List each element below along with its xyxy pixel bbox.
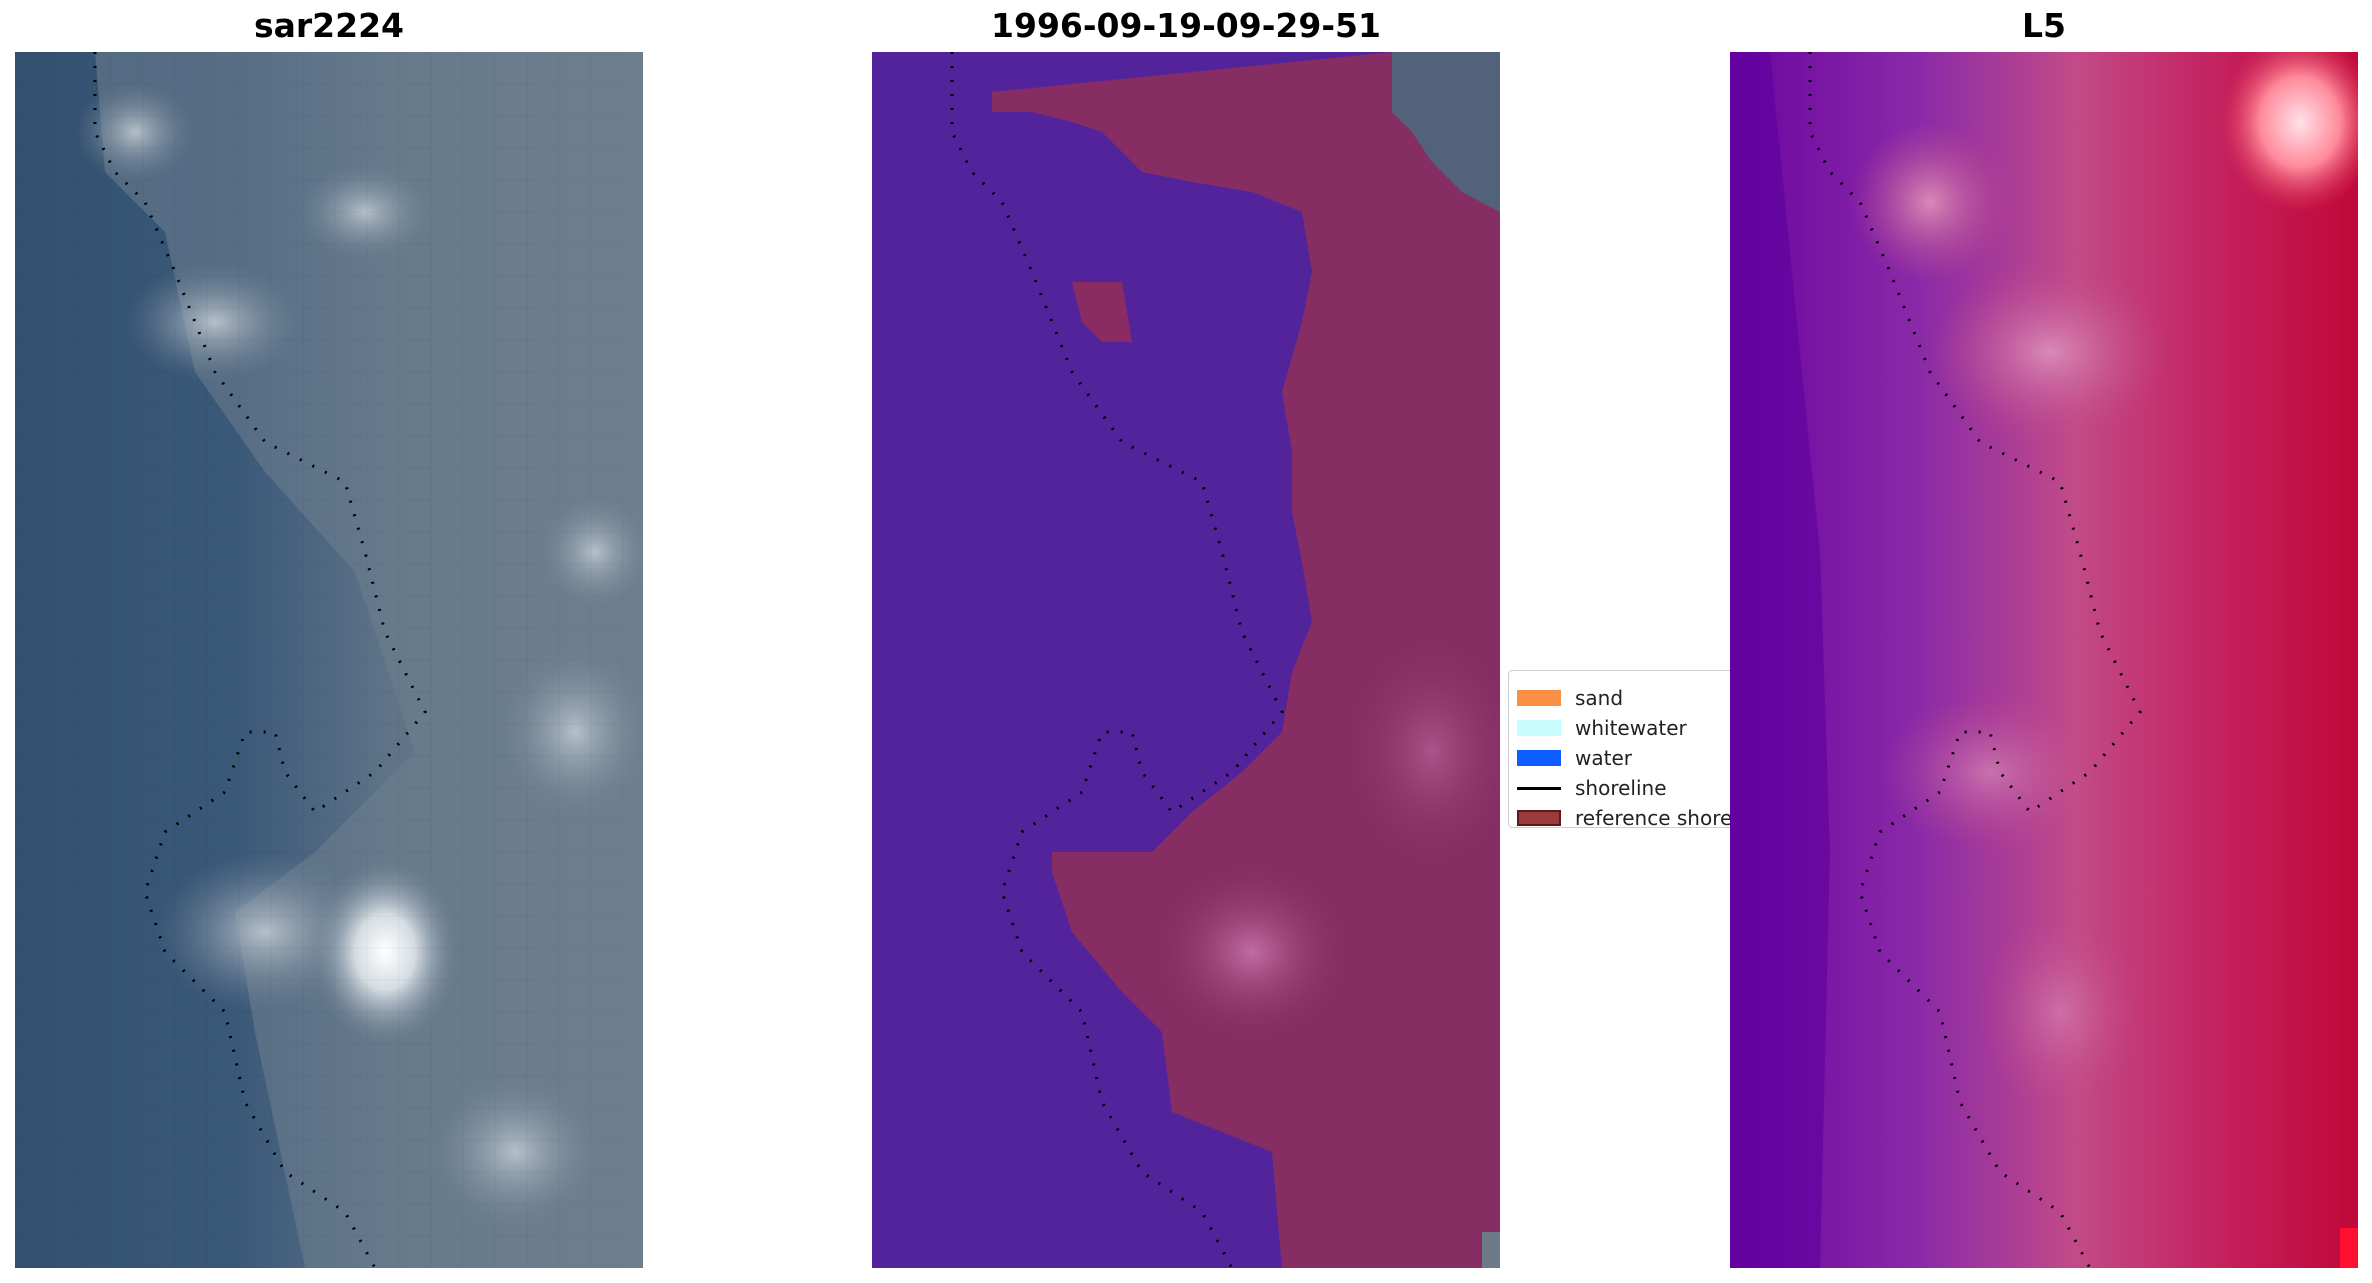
- reference-shoreline-swatch: [1517, 810, 1561, 826]
- legend: sand whitewater water shoreline referenc…: [1508, 670, 1740, 828]
- index-image-panel: [1730, 52, 2358, 1268]
- legend-item-shoreline: shoreline: [1517, 773, 1667, 803]
- panel-title-index: L5: [2022, 6, 2066, 45]
- water-swatch: [1517, 750, 1561, 766]
- legend-item-sand: sand: [1517, 683, 1623, 713]
- shoreline-swatch: [1517, 786, 1561, 790]
- legend-item-reference-shoreline: reference shoreline: [1517, 803, 1739, 827]
- classified-image-panel: [872, 52, 1500, 1268]
- panel-title-classified: 1996-09-19-09-29-51: [991, 6, 1381, 45]
- sand-swatch: [1517, 690, 1561, 706]
- rgb-image-panel: [15, 52, 643, 1268]
- whitewater-swatch: [1517, 720, 1561, 736]
- classified-image: [872, 52, 1500, 1268]
- legend-item-whitewater: whitewater: [1517, 713, 1687, 743]
- rgb-image: [15, 52, 643, 1268]
- panel-title-rgb: sar2224: [253, 6, 405, 45]
- index-image: [1730, 52, 2358, 1268]
- legend-item-water: water: [1517, 743, 1632, 773]
